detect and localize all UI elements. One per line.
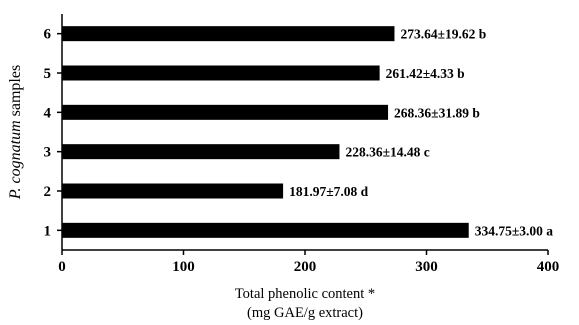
bar-sample-3	[62, 144, 340, 160]
y-tick-label-4: 4	[44, 105, 52, 121]
data-label-sample-6: 273.64±19.62 b	[400, 27, 486, 42]
bar-sample-6	[62, 26, 395, 42]
data-label-sample-5: 261.42±4.33 b	[386, 66, 465, 81]
x-tick-label-400: 400	[537, 259, 560, 275]
x-axis-title-line1: Total phenolic content *	[235, 286, 375, 302]
bar-sample-2	[62, 183, 284, 199]
y-axis-title: P. cognatum samples	[7, 65, 24, 200]
x-tick-label-0: 0	[58, 259, 66, 275]
x-tick-label-300: 300	[415, 259, 438, 275]
y-tick-label-2: 2	[44, 184, 52, 200]
x-tick-label-100: 100	[172, 259, 195, 275]
y-tick-label-5: 5	[44, 66, 52, 82]
data-label-sample-4: 268.36±31.89 b	[394, 105, 480, 120]
data-label-sample-1: 334.75±3.00 a	[475, 223, 554, 238]
x-tick-label-200: 200	[294, 259, 317, 275]
bar-sample-5	[62, 65, 380, 81]
data-label-sample-2: 181.97±7.08 d	[289, 184, 369, 199]
y-tick-label-6: 6	[44, 27, 52, 43]
bar-sample-1	[62, 222, 469, 238]
y-axis-title-rest: samples	[7, 65, 24, 121]
data-label-sample-3: 228.36±14.48 c	[345, 145, 429, 160]
x-ticks: 0 100 200 300 400	[58, 250, 559, 275]
y-tick-label-3: 3	[44, 145, 52, 161]
y-ticks: 1 2 3 4 5 6	[44, 27, 62, 239]
bar-sample-4	[62, 104, 389, 120]
x-axis-title-line2: (mg GAE/g extract)	[247, 305, 363, 321]
y-tick-label-1: 1	[44, 223, 52, 239]
y-axis-title-species: P. cognatum	[7, 120, 24, 200]
axes	[61, 14, 548, 251]
bars: 334.75±3.00 a 181.97±7.08 d 228.36±14.48 c…	[62, 26, 553, 238]
